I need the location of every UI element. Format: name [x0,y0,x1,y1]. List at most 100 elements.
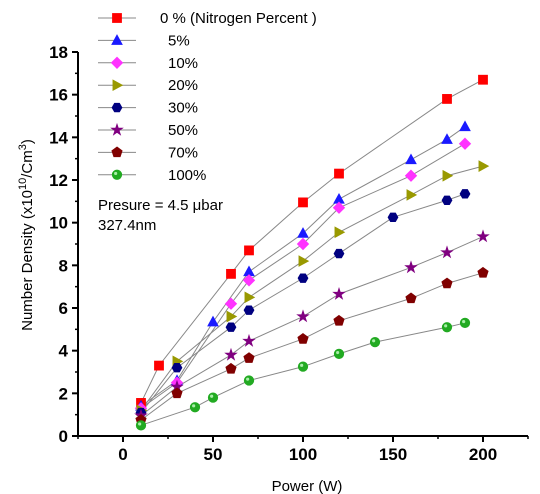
y-tick-label: 10 [49,214,68,233]
y-axis-label-end: ) [19,139,36,144]
legend-label: 30% [168,100,198,117]
legend-marker [111,146,123,158]
y-axis-label-sup2: 3 [17,144,29,150]
wavelength-note: 327.4nm [98,217,156,234]
marker-highlight [138,422,142,426]
data-point [440,245,454,259]
legend-label: 10% [168,55,198,72]
data-point [224,347,238,361]
data-point [441,195,453,205]
data-point [334,168,344,179]
y-tick-label: 18 [49,43,68,62]
data-point [369,337,381,348]
data-point [243,305,255,315]
data-point [297,227,309,238]
legend-marker [111,169,123,180]
axes: 0 50 100 150 200 0 2 4 6 8 10 12 14 16 18 [49,43,529,464]
y-tick-label: 8 [59,256,68,275]
y-tick-label: 16 [49,86,68,105]
legend-label: 5% [168,32,190,49]
data-point [442,94,452,104]
axis-labels: Power (W) Number Density (x1010/Cm3) [17,139,342,494]
data-point [154,360,164,371]
y-axis-label-sup: 10 [17,178,29,190]
legend-label: 100% [168,167,206,184]
data-point [243,352,255,363]
data-point [459,189,471,199]
marker-highlight [192,404,196,408]
legend-marker [112,13,122,23]
marker-highlight [444,324,448,328]
data-point [298,197,308,208]
marker-highlight [300,363,304,367]
y-tick-label: 12 [49,171,68,190]
legend-marker [112,79,124,92]
x-axis-label: Power (W) [272,478,343,494]
y-tick-label: 0 [59,427,68,446]
data-point [224,297,238,310]
legend: 0 % (Nitrogen Percent ) 5% 10% 20% 30% 50% 70%… [98,10,317,184]
x-tick-label: 0 [118,445,127,464]
y-axis-label: Number Density (x1010/Cm3) [17,139,36,331]
legend-label: 50% [168,122,198,139]
data-point [441,322,453,333]
data-point [297,273,309,283]
data-point [297,361,309,372]
y-axis-label-main: Number Density (x10 [19,190,36,331]
data-point [242,274,256,287]
data-point [244,245,254,256]
data-point [333,248,345,259]
data-point [478,74,488,85]
data-point [189,402,201,413]
data-point [332,287,346,300]
data-point [459,317,471,329]
data-point [387,212,399,223]
data-point [406,189,418,201]
data-point [225,362,237,374]
data-point [207,315,219,327]
data-point [442,169,454,182]
marker-highlight [336,350,340,355]
annotations: Presure = 4.5 μbar 327.4nm [98,197,223,234]
data-point [404,260,418,274]
x-tick-label: 150 [379,445,407,464]
data-point [296,237,310,251]
data-point [298,255,310,267]
data-point [171,387,183,399]
series-line [140,272,484,421]
y-tick-label: 6 [59,299,68,318]
data-point [404,169,418,182]
pressure-note: Presure = 4.5 μbar [98,197,223,214]
data-point [332,201,346,214]
y-tick-label: 4 [59,342,69,361]
legend-marker [110,122,124,136]
y-axis-label-mid: /Cm [19,150,36,178]
legend-marker [111,34,123,45]
legend-label: 20% [168,77,198,94]
data-point [405,292,417,304]
marker-highlight [246,377,250,381]
legend-label: 70% [168,144,198,161]
marker-highlight [114,171,118,176]
data-point [333,348,345,359]
legend-label: 0 % (Nitrogen Percent ) [160,10,317,27]
marker-highlight [210,394,214,398]
x-tick-label: 200 [469,445,497,464]
data-point [477,266,489,278]
data-point [478,160,490,172]
data-point [334,226,346,239]
data-point [226,268,236,279]
data-marks [134,74,490,431]
series-line [140,79,484,404]
data-point [243,375,255,386]
data-point [405,153,417,165]
data-point [244,291,256,304]
data-point [225,322,237,332]
series-line [140,143,466,409]
data-point [476,229,490,243]
x-tick-label: 50 [204,445,223,464]
series-line [140,236,484,417]
data-point [226,310,238,323]
legend-marker [110,56,124,69]
